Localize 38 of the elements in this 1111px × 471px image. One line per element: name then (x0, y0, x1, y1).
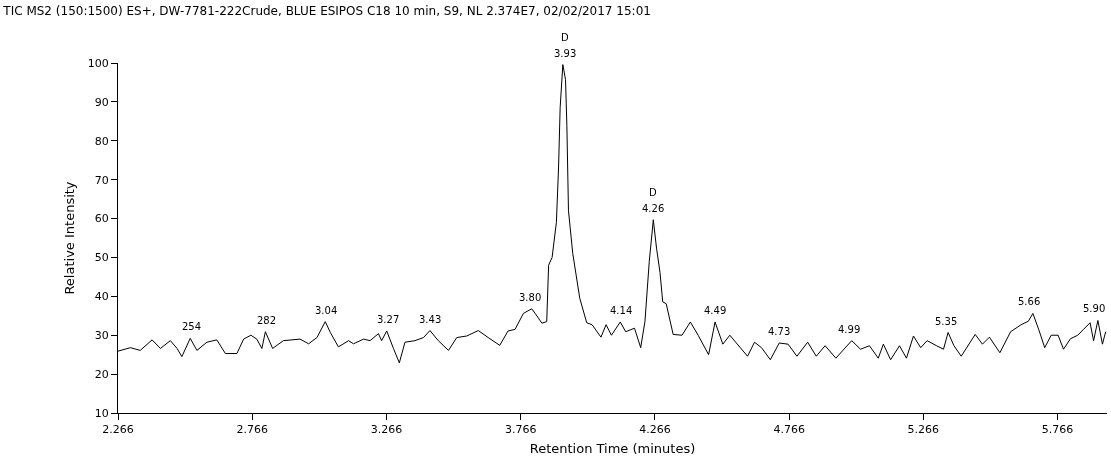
annotation: 5.35 (935, 316, 958, 327)
annotation: 3.80 (519, 292, 542, 303)
y-tick-label: 50 (94, 251, 109, 265)
y-tick-label: 90 (94, 95, 109, 109)
chart-title: TIC MS2 (150:1500) ES+, DW-7781-222Crude, BLUE ESIPOS C18 10 min, S9, NL 2.374E7, 02/02/2017 15:01 (2, 4, 651, 19)
annotation: 4.26 (642, 203, 665, 214)
annotation: 4.73 (768, 326, 791, 337)
y-tick-label: 10 (94, 406, 109, 420)
annotation: 5.90 (1083, 303, 1106, 314)
annotation: 3.04 (315, 305, 338, 316)
y-tick-label: 30 (94, 329, 109, 343)
x-tick-label: 2.266 (102, 423, 134, 437)
annotation: D (649, 187, 657, 198)
x-tick-label: 5.266 (907, 423, 940, 437)
annotation: 4.14 (610, 305, 633, 316)
annotation: 4.99 (838, 324, 861, 335)
annotation: D (561, 32, 569, 43)
x-tick-label: 3.766 (504, 423, 537, 437)
x-tick-label: 4.766 (773, 423, 805, 437)
annotation: 3.43 (419, 314, 442, 325)
annotation: 3.27 (377, 314, 400, 325)
x-tick-label: 2.766 (236, 423, 268, 437)
y-axis-title: Relative Intensity (61, 181, 77, 295)
x-tick-label: 4.266 (639, 423, 671, 437)
y-tick-label: 60 (94, 212, 109, 226)
y-tick-label: 70 (94, 173, 109, 187)
y-tick-label: 80 (94, 134, 109, 148)
x-axis-title: Retention Time (minutes) (529, 440, 696, 456)
y-tick-label: 40 (94, 290, 109, 304)
y-tick-label: 100 (87, 56, 109, 70)
annotation: 3.93 (554, 48, 577, 59)
annotation: 5.66 (1018, 296, 1041, 307)
annotation: 254 (182, 321, 202, 332)
annotation: 4.49 (704, 305, 727, 316)
x-tick-label: 5.766 (1041, 423, 1074, 437)
y-tick-label: 20 (94, 367, 109, 381)
annotation: 282 (257, 315, 277, 326)
x-tick-label: 3.266 (370, 423, 403, 437)
